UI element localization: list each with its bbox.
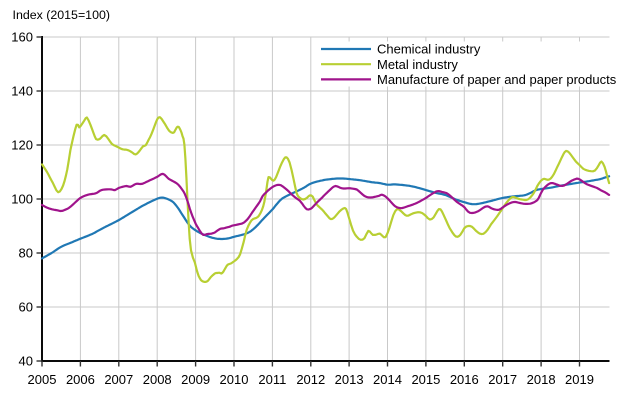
svg-text:2018: 2018 (527, 372, 556, 387)
svg-text:2006: 2006 (66, 372, 95, 387)
svg-text:2014: 2014 (373, 372, 402, 387)
svg-text:120: 120 (11, 138, 33, 153)
svg-text:60: 60 (19, 300, 33, 315)
svg-text:160: 160 (11, 30, 33, 45)
svg-text:Chemical industry: Chemical industry (377, 42, 481, 57)
svg-text:2013: 2013 (335, 372, 364, 387)
svg-text:2008: 2008 (143, 372, 172, 387)
svg-text:2017: 2017 (488, 372, 517, 387)
svg-text:Metal industry: Metal industry (377, 57, 458, 72)
svg-text:Index (2015=100): Index (2015=100) (13, 8, 110, 22)
svg-text:2015: 2015 (411, 372, 440, 387)
svg-text:2010: 2010 (220, 372, 249, 387)
svg-text:2011: 2011 (258, 372, 286, 387)
svg-text:40: 40 (19, 354, 33, 369)
svg-text:2016: 2016 (450, 372, 479, 387)
svg-text:2009: 2009 (181, 372, 210, 387)
svg-text:Manufacture of paper and paper: Manufacture of paper and paper products (377, 72, 617, 87)
svg-text:100: 100 (11, 192, 33, 207)
svg-text:2007: 2007 (104, 372, 133, 387)
svg-text:2019: 2019 (565, 372, 594, 387)
svg-text:2012: 2012 (296, 372, 325, 387)
svg-text:80: 80 (19, 246, 33, 261)
svg-text:140: 140 (11, 84, 33, 99)
svg-text:2005: 2005 (28, 372, 57, 387)
